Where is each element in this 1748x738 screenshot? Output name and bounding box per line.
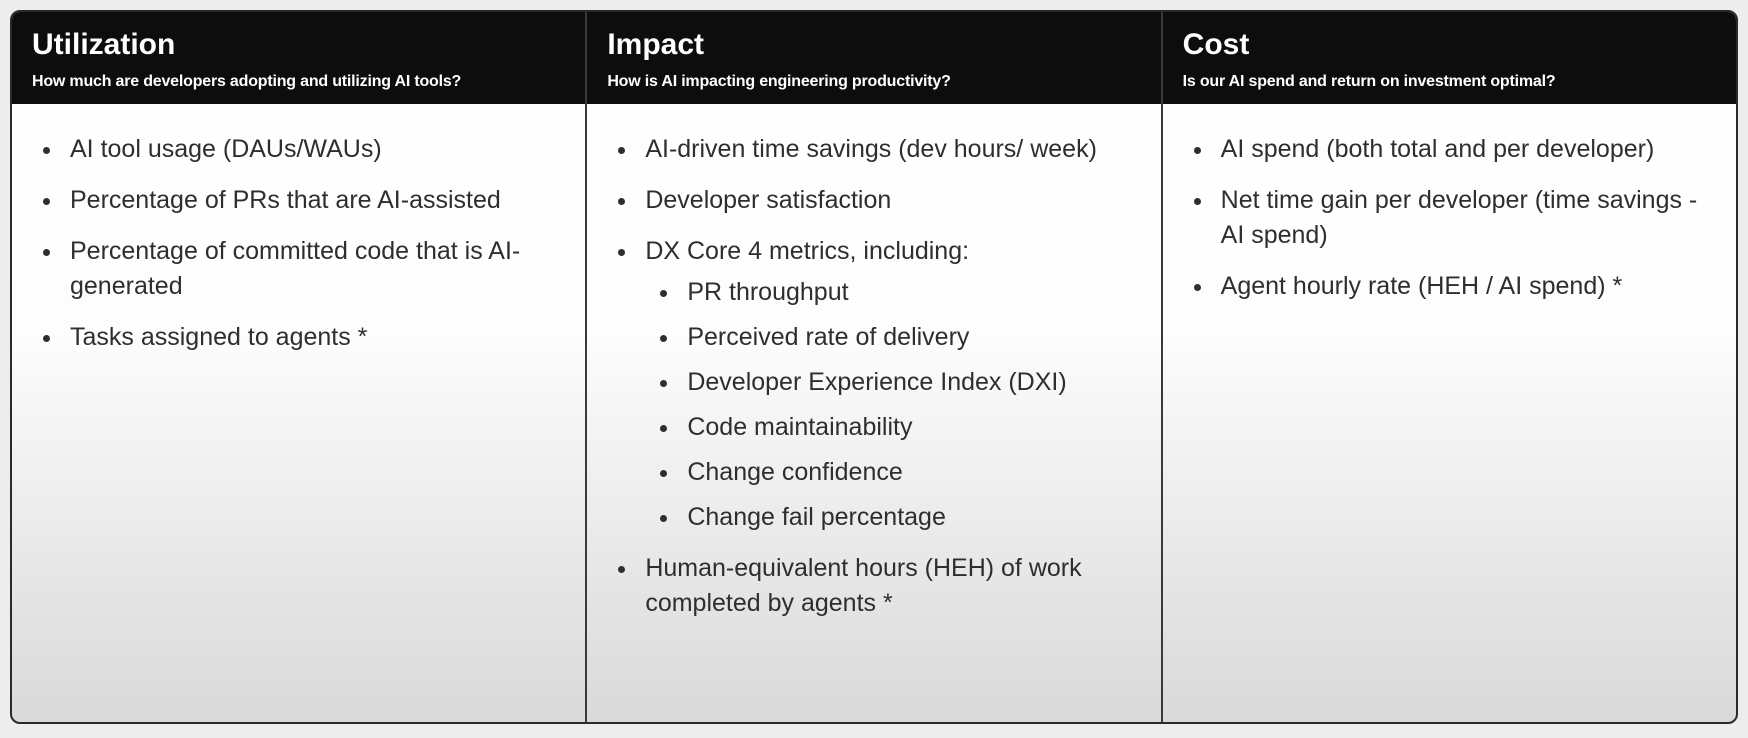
- sub-list-item-text: Code maintainability: [687, 413, 913, 441]
- list-item: Agent hourly rate (HEH / AI spend) *: [1191, 269, 1706, 304]
- list-item-text: Percentage of PRs that are AI-assisted: [70, 186, 501, 214]
- list-item: Percentage of committed code that is AI-…: [40, 234, 555, 304]
- column-title: Impact: [607, 28, 705, 61]
- column-cost: Cost Is our AI spend and return on inves…: [1162, 12, 1736, 722]
- column-body-utilization: AI tool usage (DAUs/WAUs) Percentage of …: [12, 104, 585, 722]
- sub-list-item: PR throughput: [657, 275, 1130, 310]
- list-item-text: Agent hourly rate (HEH / AI spend) *: [1220, 272, 1623, 300]
- column-subtitle: How is AI impacting engineering producti…: [607, 73, 951, 90]
- column-subtitle: How much are developers adopting and uti…: [32, 73, 462, 90]
- column-subtitle: Is our AI spend and return on investment…: [1182, 73, 1556, 90]
- column-title: Cost: [1182, 28, 1250, 61]
- list-item: Human-equivalent hours (HEH) of work com…: [615, 551, 1130, 621]
- list-item-text: Net time gain per developer (time saving…: [1220, 186, 1698, 249]
- column-body-impact: AI-driven time savings (dev hours/ week)…: [587, 104, 1160, 722]
- list-item-text: Human-equivalent hours (HEH) of work com…: [645, 554, 1082, 617]
- list-item-text: Developer satisfaction: [645, 186, 892, 214]
- list-item-text: Tasks assigned to agents *: [70, 323, 368, 351]
- metric-list: AI spend (both total and per developer) …: [1191, 132, 1706, 304]
- sub-list-item: Developer Experience Index (DXI): [657, 365, 1130, 400]
- list-item: Percentage of PRs that are AI-assisted: [40, 183, 555, 218]
- list-item-text: AI-driven time savings (dev hours/ week): [645, 135, 1097, 163]
- metrics-table: Utilization How much are developers adop…: [10, 10, 1738, 724]
- sub-list-item: Change fail percentage: [657, 500, 1130, 535]
- sub-list-item-text: Perceived rate of delivery: [687, 323, 970, 351]
- list-item: AI tool usage (DAUs/WAUs): [40, 132, 555, 167]
- list-item-text: AI tool usage (DAUs/WAUs): [70, 135, 382, 163]
- column-title: Utilization: [32, 28, 176, 61]
- list-item: Developer satisfaction: [615, 183, 1130, 218]
- sub-list-item: Perceived rate of delivery: [657, 320, 1130, 355]
- list-item-text: DX Core 4 metrics, including:: [645, 237, 970, 265]
- list-item-text: AI spend (both total and per developer): [1220, 135, 1655, 163]
- list-item: Net time gain per developer (time saving…: [1191, 183, 1706, 253]
- column-body-cost: AI spend (both total and per developer) …: [1163, 104, 1736, 722]
- sub-list-item-text: Developer Experience Index (DXI): [687, 368, 1067, 396]
- column-header-cost: Cost Is our AI spend and return on inves…: [1162, 12, 1736, 104]
- list-item: AI-driven time savings (dev hours/ week): [615, 132, 1130, 167]
- list-item-text: Percentage of committed code that is AI-…: [70, 237, 521, 300]
- column-impact: Impact How is AI impacting engineering p…: [587, 12, 1163, 722]
- list-item: DX Core 4 metrics, including: PR through…: [615, 234, 1130, 535]
- sub-list-item-text: PR throughput: [687, 278, 849, 306]
- sub-list-item-text: Change confidence: [687, 458, 903, 486]
- column-header-utilization: Utilization How much are developers adop…: [12, 12, 586, 104]
- sub-list-item: Change confidence: [657, 455, 1130, 490]
- column-header-impact: Impact How is AI impacting engineering p…: [587, 12, 1161, 104]
- list-item: AI spend (both total and per developer): [1191, 132, 1706, 167]
- sub-metric-list: PR throughput Perceived rate of delivery…: [645, 275, 1130, 535]
- list-item: Tasks assigned to agents *: [40, 320, 555, 355]
- sub-list-item: Code maintainability: [657, 410, 1130, 445]
- metric-list: AI tool usage (DAUs/WAUs) Percentage of …: [40, 132, 555, 355]
- metric-list: AI-driven time savings (dev hours/ week)…: [615, 132, 1130, 621]
- column-utilization: Utilization How much are developers adop…: [12, 12, 588, 722]
- sub-list-item-text: Change fail percentage: [687, 503, 946, 531]
